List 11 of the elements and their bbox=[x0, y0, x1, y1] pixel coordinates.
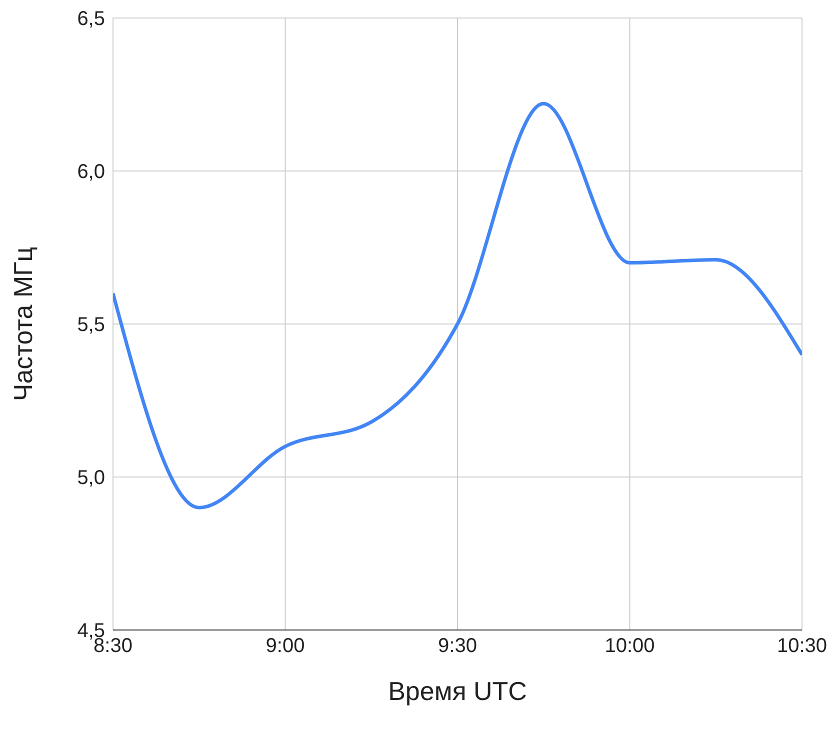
y-axis-title: Частота МГц bbox=[8, 246, 38, 402]
y-tick-label: 6,5 bbox=[77, 8, 105, 30]
y-tick-label: 6,0 bbox=[77, 161, 105, 184]
y-tick-label: 5,5 bbox=[77, 314, 105, 336]
x-axis-title: Время UTC bbox=[388, 676, 527, 706]
y-tick-label: 5,0 bbox=[77, 467, 105, 490]
x-tick-label: 9:30 bbox=[438, 635, 477, 658]
x-tick-label: 10:30 bbox=[776, 635, 828, 658]
line-series bbox=[113, 102, 802, 510]
x-tick-label: 9:00 bbox=[266, 635, 305, 658]
x-tick-label: 10:00 bbox=[604, 635, 655, 658]
